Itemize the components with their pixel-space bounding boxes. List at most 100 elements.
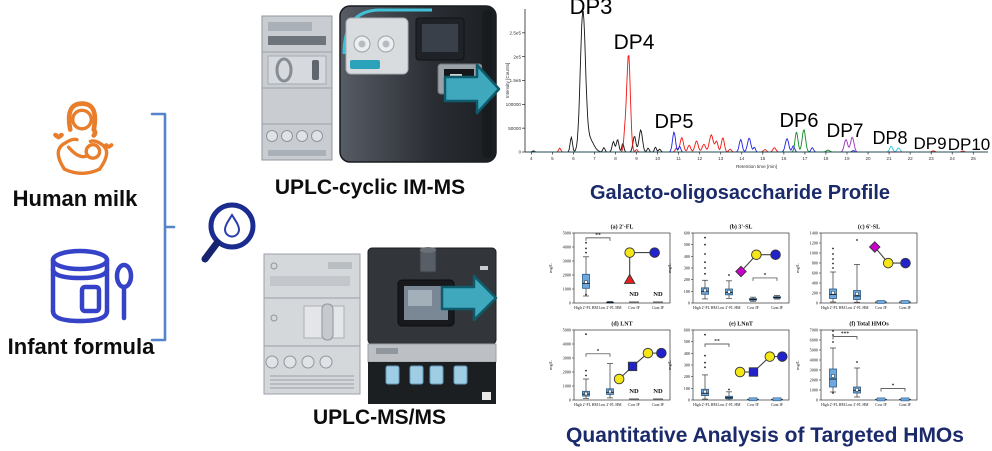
svg-text:1000: 1000 <box>563 287 571 292</box>
boxplot-panel-2fl: (a) 2'-FL mg/L 0 1000 2000 3000 4000 5000 High 2… <box>548 224 671 310</box>
svg-text:10: 10 <box>655 156 661 161</box>
svg-text:7000: 7000 <box>810 328 818 333</box>
uplc-stack-2 <box>263 253 361 395</box>
svg-text:9: 9 <box>635 156 638 161</box>
svg-text:Cow IF: Cow IF <box>628 306 640 310</box>
svg-text:Goat IF: Goat IF <box>899 403 911 407</box>
svg-text:400: 400 <box>684 351 690 356</box>
svg-text:ND: ND <box>629 388 639 395</box>
svg-text:3000: 3000 <box>563 356 571 361</box>
svg-text:200: 200 <box>684 374 690 379</box>
svg-text:5000: 5000 <box>563 231 571 236</box>
svg-text:(b) 3'-SL: (b) 3'-SL <box>730 224 753 231</box>
svg-text:***: *** <box>841 331 850 337</box>
boxplot-panel-3sl: (b) 3'-SL mg/L 0 100 200 300 400 500 600 High 2'-… <box>667 224 790 310</box>
svg-text:5000: 5000 <box>563 328 571 333</box>
svg-text:Cow IF: Cow IF <box>747 306 759 310</box>
boxplot-panel-total-hmos: (f) Total HMOs mg/L 0 1000 2000 3000 4000 5000 6… <box>795 321 918 407</box>
svg-text:25: 25 <box>971 156 977 161</box>
human-milk-label: Human milk <box>12 186 138 211</box>
svg-text:14: 14 <box>739 156 745 161</box>
svg-text:600: 600 <box>812 271 818 276</box>
svg-text:(d) LNT: (d) LNT <box>611 321 632 328</box>
svg-text:High 2'-FL HM: High 2'-FL HM <box>693 306 717 310</box>
svg-text:100000: 100000 <box>506 102 522 107</box>
svg-text:15: 15 <box>760 156 766 161</box>
uplc-cyclic-im-ms-instrument-image <box>261 5 497 163</box>
svg-text:High 2'-FL HM: High 2'-FL HM <box>574 306 598 310</box>
svg-text:600: 600 <box>684 231 690 236</box>
svg-text:6: 6 <box>572 156 575 161</box>
svg-text:19: 19 <box>844 156 850 161</box>
svg-text:DP3: DP3 <box>570 0 613 19</box>
svg-text:800: 800 <box>812 261 818 266</box>
svg-text:(c) 6'-SL: (c) 6'-SL <box>858 224 880 231</box>
mother-left-arm <box>56 137 79 171</box>
baby-head <box>84 143 102 160</box>
svg-text:Goat IF: Goat IF <box>652 306 664 310</box>
mother-face <box>71 108 93 131</box>
svg-text:*: * <box>892 383 895 389</box>
heart-icon <box>104 143 114 150</box>
can-lid <box>50 248 110 272</box>
svg-text:1000: 1000 <box>810 388 818 393</box>
svg-text:0: 0 <box>816 301 818 306</box>
svg-text:4000: 4000 <box>810 358 818 363</box>
svg-text:500: 500 <box>684 242 690 247</box>
can-label <box>79 284 102 314</box>
svg-text:(f) Total HMOs: (f) Total HMOs <box>849 321 889 328</box>
svg-text:300: 300 <box>684 363 690 368</box>
svg-text:Low 2'-FL HM: Low 2'-FL HM <box>845 403 869 407</box>
svg-text:Low 2'-FL HM: Low 2'-FL HM <box>845 306 869 310</box>
svg-text:Cow IF: Cow IF <box>747 403 759 407</box>
svg-text:DP4: DP4 <box>614 31 655 54</box>
svg-text:0: 0 <box>518 150 521 155</box>
boxplot-panel-lnnt: (e) LNnT mg/L 0 100 200 300 400 500 600 High 2'-F… <box>667 321 790 407</box>
svg-text:1000: 1000 <box>563 384 571 389</box>
svg-text:0: 0 <box>688 301 690 306</box>
svg-text:Goat IF: Goat IF <box>771 403 783 407</box>
svg-text:DP6: DP6 <box>780 110 819 132</box>
mother-breastfeeding-icon <box>53 101 114 175</box>
hmo-analysis-title: Quantitative Analysis of Targeted HMOs <box>566 424 964 447</box>
grouping-bracket-icon <box>150 112 176 342</box>
svg-text:18: 18 <box>823 156 829 161</box>
mother-arm-over-baby <box>66 145 90 159</box>
uplc-stack <box>261 15 333 161</box>
svg-text:100: 100 <box>684 386 690 391</box>
mother-right-arm <box>88 139 109 171</box>
svg-text:ND: ND <box>629 291 639 298</box>
svg-text:6000: 6000 <box>810 338 818 343</box>
svg-text:7: 7 <box>593 156 596 161</box>
svg-text:High 2'-FL HM: High 2'-FL HM <box>693 403 717 407</box>
svg-text:50000: 50000 <box>508 126 521 131</box>
magnifier-handle <box>201 239 221 263</box>
svg-text:DP10: DP10 <box>948 135 991 154</box>
svg-text:High 2'-FL HM: High 2'-FL HM <box>574 403 598 407</box>
svg-text:**: ** <box>714 339 720 345</box>
svg-text:*: * <box>764 272 767 278</box>
svg-text:5: 5 <box>551 156 554 161</box>
heart-icon <box>53 132 64 140</box>
svg-text:1400: 1400 <box>810 231 818 236</box>
svg-text:mg/L: mg/L <box>548 360 553 370</box>
cyclic-ims-tower <box>339 5 497 163</box>
svg-text:3000: 3000 <box>563 259 571 264</box>
svg-text:4000: 4000 <box>563 342 571 347</box>
infant-formula-label: Infant formula <box>7 334 155 359</box>
svg-text:4: 4 <box>530 156 533 161</box>
svg-text:2.5e5: 2.5e5 <box>510 31 522 36</box>
magnifier-with-milk-drop-icon <box>201 202 256 263</box>
svg-text:DP5: DP5 <box>655 111 694 133</box>
svg-text:12: 12 <box>697 156 703 161</box>
svg-text:17: 17 <box>802 156 808 161</box>
svg-text:mg/L: mg/L <box>667 360 672 370</box>
svg-text:23: 23 <box>929 156 935 161</box>
svg-text:Goat IF: Goat IF <box>652 403 664 407</box>
uplc-cyclic-im-ms-label: UPLC-cyclic IM-MS <box>274 176 466 199</box>
svg-text:1200: 1200 <box>810 241 818 246</box>
svg-text:1000: 1000 <box>810 251 818 256</box>
svg-text:200: 200 <box>684 277 690 282</box>
svg-text:mg/L: mg/L <box>795 360 800 370</box>
block-arrow-right-icon-bottom <box>440 274 498 322</box>
